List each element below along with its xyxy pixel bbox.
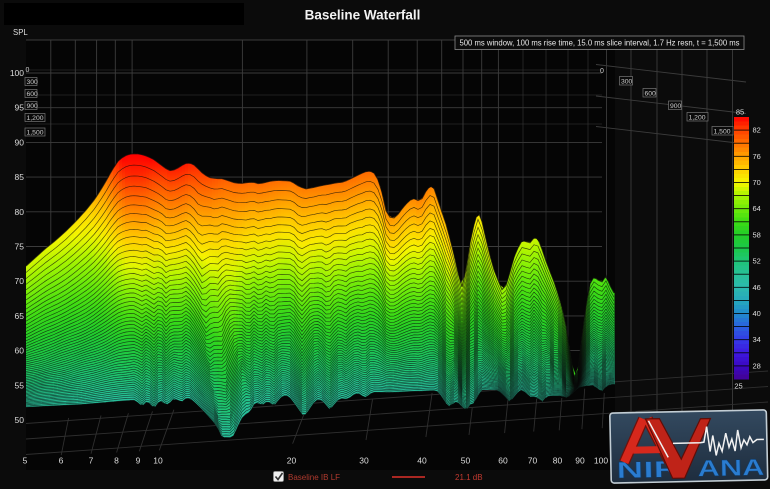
svg-text:90: 90 <box>575 456 585 466</box>
svg-text:900: 900 <box>670 103 682 110</box>
svg-text:34: 34 <box>753 335 761 344</box>
svg-text:65: 65 <box>15 311 25 321</box>
svg-text:500 ms window, 100 ms rise tim: 500 ms window, 100 ms rise time, 15.0 ms… <box>460 39 740 48</box>
svg-text:600: 600 <box>645 91 657 98</box>
svg-text:SPL: SPL <box>13 28 28 37</box>
svg-text:90: 90 <box>15 137 25 147</box>
svg-text:1,500: 1,500 <box>27 130 44 137</box>
svg-text:Baseline IB LF: Baseline IB LF <box>288 473 340 482</box>
svg-text:82: 82 <box>753 126 761 135</box>
svg-text:76: 76 <box>753 152 761 161</box>
svg-text:70: 70 <box>528 456 538 466</box>
svg-text:300: 300 <box>621 79 633 86</box>
svg-text:58: 58 <box>753 230 761 239</box>
svg-text:75: 75 <box>15 242 25 252</box>
svg-text:46: 46 <box>753 283 761 292</box>
svg-text:300: 300 <box>27 79 39 86</box>
svg-text:20: 20 <box>287 456 297 466</box>
svg-text:28: 28 <box>753 361 761 370</box>
svg-text:64: 64 <box>753 204 761 213</box>
svg-text:52: 52 <box>753 257 761 266</box>
svg-text:10: 10 <box>153 456 163 466</box>
svg-text:1,200: 1,200 <box>27 115 44 122</box>
svg-text:5: 5 <box>23 456 28 466</box>
svg-text:60: 60 <box>498 456 508 466</box>
svg-text:0: 0 <box>26 67 30 74</box>
svg-text:70: 70 <box>753 178 761 187</box>
svg-text:80: 80 <box>553 456 563 466</box>
svg-text:40: 40 <box>753 309 761 318</box>
svg-text:80: 80 <box>15 207 25 217</box>
svg-text:600: 600 <box>27 91 39 98</box>
svg-text:30: 30 <box>359 456 369 466</box>
svg-text:55: 55 <box>15 380 25 390</box>
svg-text:8: 8 <box>114 456 119 466</box>
svg-text:ANA: ANA <box>697 454 765 481</box>
svg-text:1,200: 1,200 <box>689 115 706 122</box>
svg-text:50: 50 <box>15 415 25 425</box>
svg-text:95: 95 <box>15 103 25 113</box>
svg-text:40: 40 <box>417 456 427 466</box>
svg-text:21.1 dB: 21.1 dB <box>455 473 483 482</box>
svg-text:50: 50 <box>461 456 471 466</box>
svg-text:6: 6 <box>59 456 64 466</box>
svg-text:100: 100 <box>594 456 608 466</box>
svg-text:85: 85 <box>736 108 744 117</box>
svg-text:25: 25 <box>734 382 742 391</box>
svg-text:60: 60 <box>15 346 25 356</box>
svg-text:7: 7 <box>89 456 94 466</box>
svg-text:70: 70 <box>15 276 25 286</box>
svg-text:1,500: 1,500 <box>714 129 731 136</box>
svg-text:Baseline Waterfall: Baseline Waterfall <box>305 8 421 23</box>
svg-text:900: 900 <box>27 103 39 110</box>
svg-text:85: 85 <box>15 172 25 182</box>
svg-text:0: 0 <box>600 68 604 75</box>
svg-text:100: 100 <box>10 68 24 78</box>
svg-text:9: 9 <box>136 456 141 466</box>
